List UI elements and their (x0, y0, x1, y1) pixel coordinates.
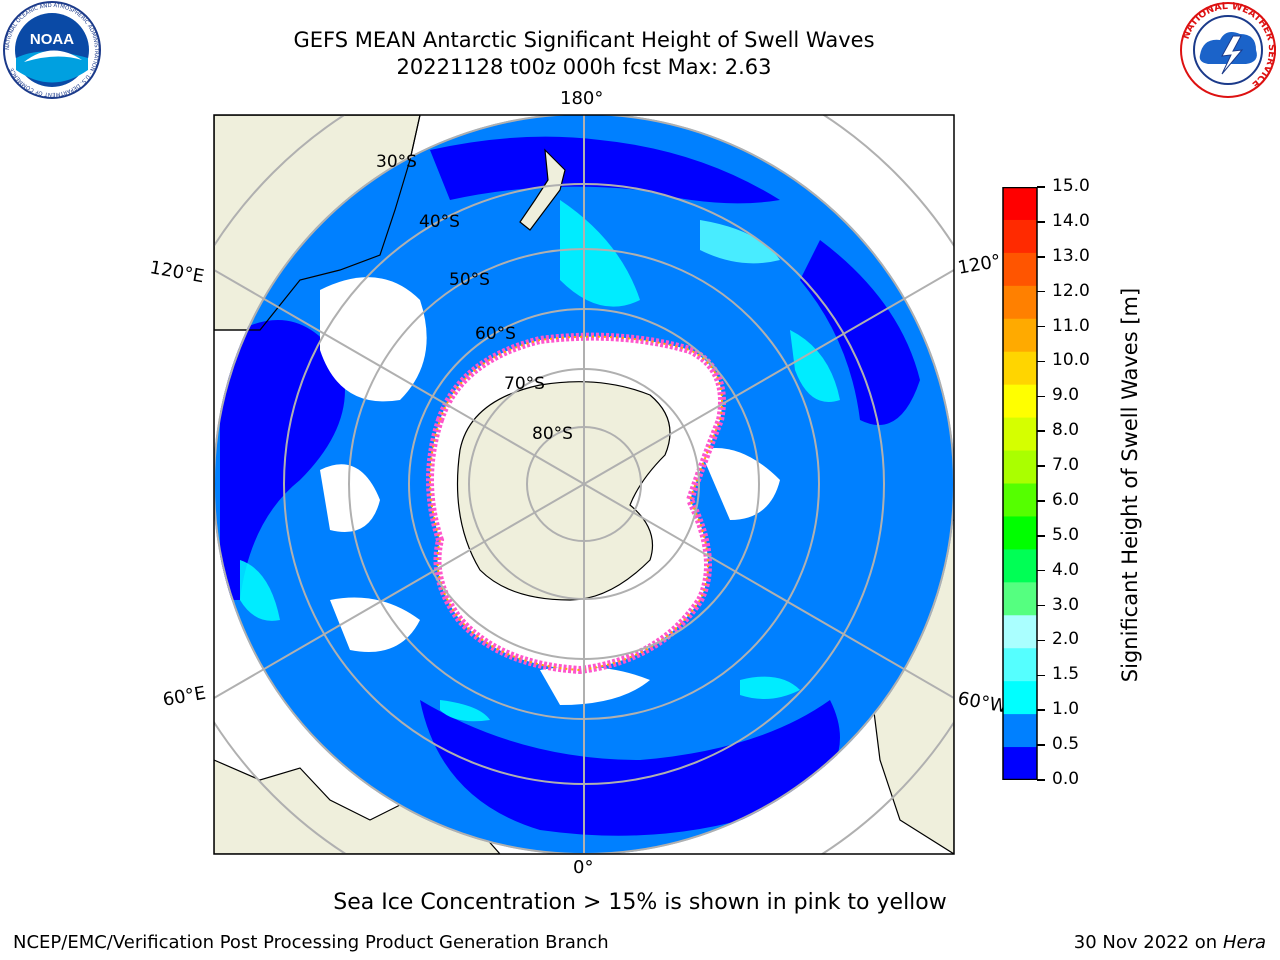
colorbar-segment (1003, 318, 1037, 353)
nws-logo: NATIONAL WEATHER SERVICE (1180, 1, 1277, 98)
colorbar-segment (1003, 384, 1037, 419)
graticule (214, 115, 954, 854)
colorbar-segment (1003, 582, 1037, 616)
colorbar-tick-label: 6.0 (1052, 489, 1080, 510)
colorbar-segment (1003, 747, 1037, 780)
colorbar-segment (1003, 219, 1037, 254)
colorbar-tick-mark (1037, 639, 1045, 642)
chart-title: GEFS MEAN Antarctic Significant Height o… (293, 28, 875, 52)
colorbar-segment (1003, 714, 1037, 748)
colorbar-tick-label: 9.0 (1052, 385, 1080, 406)
sea-ice-caption: Sea Ice Concentration > 15% is shown in … (333, 890, 947, 915)
noaa-logo-text: NOAA (30, 31, 74, 48)
noaa-logo: NOAA NATIONAL OCEANIC AND ATMOSPHERIC AD… (3, 1, 101, 99)
colorbar-tick-label: 2.0 (1052, 629, 1080, 650)
colorbar-segment (1003, 252, 1037, 287)
colorbar-tick-label: 13.0 (1052, 245, 1090, 266)
colorbar-segment (1003, 483, 1037, 517)
colorbar-tick-mark (1037, 360, 1045, 363)
colorbar-tick-mark (1037, 779, 1045, 781)
colorbar-tick-label: 3.0 (1052, 594, 1080, 615)
colorbar-segment (1003, 615, 1037, 649)
lat-label-50s: 50°S (449, 270, 490, 290)
colorbar-tick-label: 12.0 (1052, 280, 1090, 301)
colorbar-label: Significant Height of Swell Waves [m] (1118, 287, 1142, 683)
map-frame (213, 114, 955, 855)
colorbar-segment (1003, 549, 1037, 583)
colorbar-tick-label: 1.0 (1052, 699, 1080, 720)
colorbar-tick-label: 8.0 (1052, 420, 1080, 441)
colorbar-segment (1003, 681, 1037, 715)
colorbar-tick-mark (1037, 290, 1045, 293)
colorbar-tick-mark (1037, 674, 1045, 677)
colorbar-tick-label: 7.0 (1052, 455, 1080, 476)
chart-subtitle: 20221128 t00z 000h fcst Max: 2.63 (396, 55, 772, 79)
colorbar-tick-label: 0.5 (1052, 734, 1080, 755)
colorbar-tick-mark (1037, 430, 1045, 432)
africa-land (214, 759, 501, 854)
lon-label-0: 0° (573, 857, 594, 878)
colorbar-tick-mark (1037, 221, 1045, 223)
colorbar-tick-mark (1037, 604, 1045, 607)
lat-label-40s: 40°S (419, 212, 460, 232)
colorbar-tick-mark (1037, 465, 1045, 467)
footer-credit: NCEP/EMC/Verification Post Processing Pr… (13, 932, 609, 953)
colorbar-tick-mark (1037, 569, 1045, 572)
lat-label-60s: 60°S (475, 324, 516, 344)
colorbar (1002, 187, 1038, 780)
lat-label-80s: 80°S (532, 424, 573, 444)
footer-host: Hera (1222, 932, 1266, 953)
colorbar-tick-mark (1037, 256, 1045, 258)
colorbar-segment (1003, 285, 1037, 320)
colorbar-segment (1003, 648, 1037, 682)
lat-label-70s: 70°S (504, 374, 545, 394)
colorbar-tick-label: 11.0 (1052, 315, 1090, 336)
colorbar-tick-label: 0.0 (1052, 769, 1080, 789)
footer-date: 30 Nov 2022 on Hera (1074, 932, 1266, 953)
colorbar-tick-mark (1037, 709, 1045, 711)
colorbar-tick-mark (1037, 186, 1045, 188)
colorbar-tick-mark (1037, 325, 1045, 328)
colorbar-tick-label: 1.5 (1052, 664, 1080, 685)
colorbar-tick-mark (1037, 535, 1045, 537)
colorbar-segment (1003, 187, 1037, 221)
colorbar-tick-label: 10.0 (1052, 350, 1090, 371)
colorbar-tick-mark (1037, 395, 1045, 398)
colorbar-segment (1003, 450, 1037, 484)
footer-date-text: 30 Nov 2022 on (1073, 932, 1218, 953)
colorbar-tick-mark (1037, 744, 1045, 746)
colorbar-segment (1003, 516, 1037, 550)
colorbar-segment (1003, 351, 1037, 386)
lon-label-180: 180° (560, 88, 604, 109)
lat-label-30s: 30°S (376, 152, 417, 172)
colorbar-tick-label: 15.0 (1052, 176, 1090, 196)
colorbar-tick-label: 4.0 (1052, 559, 1080, 580)
colorbar-tick-mark (1037, 500, 1045, 502)
colorbar-tick-label: 14.0 (1052, 210, 1090, 231)
colorbar-segment (1003, 417, 1037, 452)
colorbar-tick-label: 5.0 (1052, 524, 1080, 545)
